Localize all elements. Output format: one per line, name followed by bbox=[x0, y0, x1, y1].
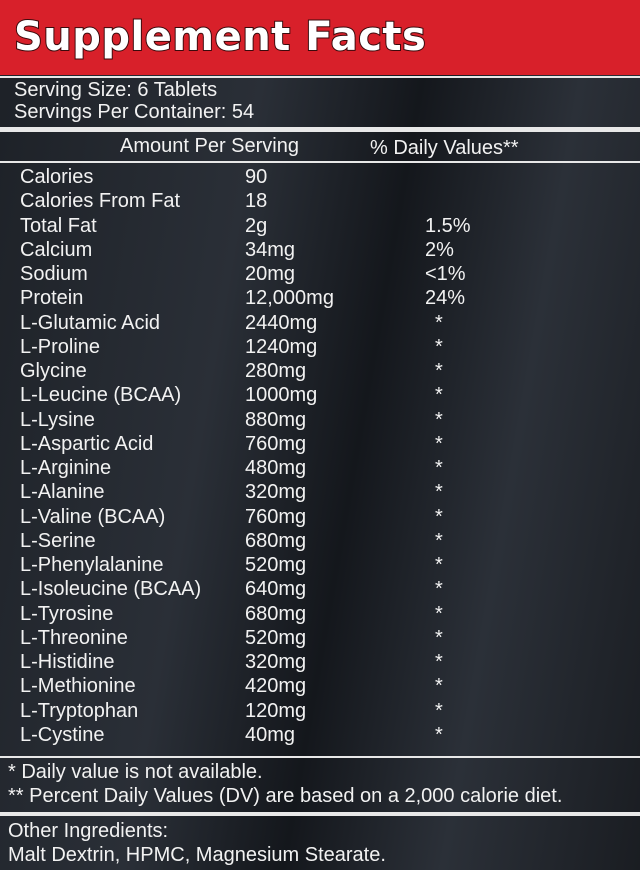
nutrient-amount: 880mg bbox=[245, 408, 307, 431]
nutrient-amount: 18 bbox=[245, 190, 268, 213]
daily-value: * bbox=[435, 554, 443, 577]
nutrient-amount: 640mg bbox=[245, 578, 307, 601]
daily-value: * bbox=[435, 651, 443, 674]
nutrient-name: L-Leucine (BCAA) bbox=[20, 384, 182, 407]
daily-value: 2% bbox=[425, 238, 454, 261]
nutrient-amount: 2g bbox=[245, 214, 268, 237]
nutrient-amount: 1240mg bbox=[245, 335, 318, 358]
nutrient-amount: 90 bbox=[245, 166, 268, 188]
daily-value: * bbox=[435, 626, 443, 649]
nutrient-name: L-Cystine bbox=[20, 723, 105, 746]
daily-value: * bbox=[435, 578, 443, 601]
title: Supplement Facts bbox=[13, 13, 427, 61]
nutrient-name: L-Tyrosine bbox=[20, 602, 114, 625]
daily-value: * bbox=[435, 408, 443, 431]
rule bbox=[0, 76, 640, 78]
header-band bbox=[0, 0, 640, 75]
daily-value: <1% bbox=[425, 263, 466, 286]
amount-header: Amount Per Serving bbox=[120, 135, 299, 157]
daily-value: * bbox=[435, 602, 443, 625]
nutrient-name: Calcium bbox=[20, 238, 93, 261]
nutrient-name: Calories From Fat bbox=[20, 190, 181, 213]
nutrient-name: Protein bbox=[20, 287, 84, 310]
nutrient-name: L-Arginine bbox=[20, 457, 112, 480]
daily-value: * bbox=[435, 432, 443, 455]
nutrient-amount: 120mg bbox=[245, 699, 307, 722]
daily-value: * bbox=[435, 481, 443, 504]
nutrient-amount: 20mg bbox=[245, 263, 296, 286]
daily-value: 24% bbox=[425, 287, 466, 310]
servings-per-container: Servings Per Container: 54 bbox=[14, 101, 255, 123]
other-ingredients: Malt Dextrin, HPMC, Magnesium Stearate. bbox=[8, 844, 386, 866]
daily-value: * bbox=[435, 457, 443, 480]
daily-value: * bbox=[435, 335, 443, 358]
nutrient-name: L-Valine (BCAA) bbox=[20, 505, 166, 528]
nutrient-amount: 12,000mg bbox=[245, 287, 334, 310]
nutrient-amount: 760mg bbox=[245, 432, 307, 455]
daily-header: % Daily Values** bbox=[370, 137, 519, 159]
nutrient-amount: 480mg bbox=[245, 457, 307, 480]
nutrient-amount: 520mg bbox=[245, 626, 307, 649]
nutrient-name: L-Phenylalanine bbox=[20, 554, 164, 577]
daily-value: * bbox=[435, 723, 443, 746]
nutrient-amount: 520mg bbox=[245, 554, 307, 577]
daily-value: * bbox=[435, 360, 443, 383]
other-ingredients-label: Other Ingredients: bbox=[8, 820, 169, 842]
daily-value: * bbox=[435, 699, 443, 722]
nutrient-amount: 2440mg bbox=[245, 311, 318, 334]
nutrient-amount: 280mg bbox=[245, 360, 307, 383]
daily-value: * bbox=[435, 675, 443, 698]
nutrient-name: L-Tryptophan bbox=[20, 699, 139, 722]
nutrient-name: Total Fat bbox=[20, 214, 97, 237]
nutrient-amount: 680mg bbox=[245, 529, 307, 552]
footnote: ** Percent Daily Values (DV) are based o… bbox=[8, 785, 563, 807]
nutrient-name: L-Lysine bbox=[20, 408, 95, 431]
nutrient-name: Sodium bbox=[20, 263, 88, 286]
daily-value: * bbox=[435, 384, 443, 407]
daily-value: 1.5% bbox=[425, 214, 471, 237]
nutrient-name: L-Isoleucine (BCAA) bbox=[20, 578, 202, 601]
nutrient-name: L-Histidine bbox=[20, 651, 115, 674]
nutrient-name: Calories bbox=[20, 166, 94, 188]
nutrient-amount: 40mg bbox=[245, 723, 296, 746]
nutrient-name: Glycine bbox=[20, 360, 87, 383]
nutrient-name: L-Aspartic Acid bbox=[20, 432, 154, 455]
daily-value: * bbox=[435, 311, 443, 334]
rule bbox=[0, 127, 640, 132]
rule bbox=[0, 161, 640, 163]
nutrient-name: L-Methionine bbox=[20, 675, 136, 698]
nutrient-name: L-Threonine bbox=[20, 626, 128, 649]
daily-value: * bbox=[435, 529, 443, 552]
nutrient-name: L-Proline bbox=[20, 335, 101, 358]
footnote: * Daily value is not available. bbox=[8, 761, 263, 783]
nutrient-amount: 420mg bbox=[245, 675, 307, 698]
rule bbox=[0, 756, 640, 758]
nutrient-name: L-Alanine bbox=[20, 481, 105, 504]
nutrient-amount: 680mg bbox=[245, 602, 307, 625]
rule bbox=[0, 812, 640, 816]
nutrient-name: L-Serine bbox=[20, 529, 96, 552]
nutrient-amount: 1000mg bbox=[245, 384, 318, 407]
nutrient-name: L-Glutamic Acid bbox=[20, 311, 161, 334]
nutrient-amount: 320mg bbox=[245, 481, 307, 504]
serving-size: Serving Size: 6 Tablets bbox=[14, 79, 218, 101]
nutrient-amount: 760mg bbox=[245, 505, 307, 528]
nutrient-amount: 320mg bbox=[245, 651, 307, 674]
daily-value: * bbox=[435, 505, 443, 528]
nutrient-amount: 34mg bbox=[245, 238, 296, 261]
